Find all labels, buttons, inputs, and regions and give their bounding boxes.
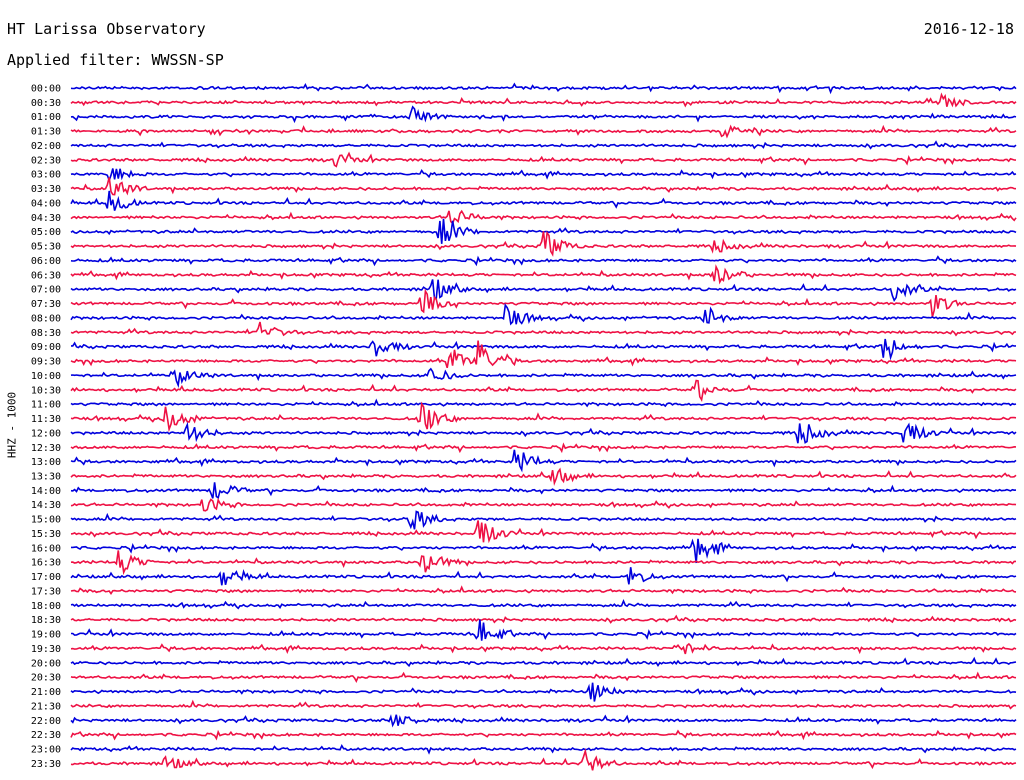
row-label: 01:30 xyxy=(31,127,61,138)
row-label: 17:00 xyxy=(31,572,61,583)
trace-2330 xyxy=(70,748,1017,771)
row-label: 14:00 xyxy=(31,486,61,497)
row-label: 13:30 xyxy=(31,471,61,482)
trace-2300 xyxy=(70,743,1017,755)
row-label: 20:00 xyxy=(31,658,61,669)
row-label: 17:30 xyxy=(31,586,61,597)
trace-0630 xyxy=(70,264,1017,285)
row-label: 15:30 xyxy=(31,529,61,540)
row-label: 09:00 xyxy=(31,342,61,353)
trace-1330 xyxy=(70,467,1017,487)
trace-1930 xyxy=(70,642,1017,655)
row-label: 05:30 xyxy=(31,242,61,253)
row-label: 10:30 xyxy=(31,385,61,396)
row-label: 19:30 xyxy=(31,644,61,655)
trace-0430 xyxy=(70,209,1017,225)
trace-0330 xyxy=(70,177,1017,196)
trace-1230 xyxy=(70,442,1017,454)
trace-1630 xyxy=(70,550,1016,576)
row-label: 19:00 xyxy=(31,630,61,641)
row-label: 12:00 xyxy=(31,428,61,439)
row-label: 09:30 xyxy=(31,357,61,368)
trace-0400 xyxy=(70,190,1017,211)
trace-2200 xyxy=(70,714,1017,728)
trace-1100 xyxy=(70,398,1017,408)
row-label: 23:00 xyxy=(31,745,61,756)
trace-2230 xyxy=(70,729,1017,741)
trace-2030 xyxy=(70,671,1017,683)
trace-1400 xyxy=(70,482,1017,499)
trace-1300 xyxy=(70,449,1017,473)
trace-1130 xyxy=(70,401,1017,433)
trace-1000 xyxy=(70,367,1017,389)
row-label: 23:30 xyxy=(31,759,61,770)
row-label: 15:00 xyxy=(31,515,61,526)
row-label: 11:00 xyxy=(31,400,61,411)
row-label: 12:30 xyxy=(31,443,61,454)
trace-0730 xyxy=(70,288,1017,318)
row-label: 02:00 xyxy=(31,141,61,152)
trace-0600 xyxy=(70,255,1017,267)
row-label: 22:30 xyxy=(31,730,61,741)
plot-date: 2016-12-18 xyxy=(923,20,1014,38)
row-label: 06:30 xyxy=(31,270,61,281)
row-label: 20:30 xyxy=(31,673,61,684)
trace-0530 xyxy=(70,230,1017,257)
row-label: 08:30 xyxy=(31,328,61,339)
trace-0700 xyxy=(70,279,1017,302)
trace-0130 xyxy=(70,124,1017,139)
row-label: 22:00 xyxy=(31,716,61,727)
trace-1600 xyxy=(71,538,1017,564)
trace-2000 xyxy=(70,656,1017,668)
row-label: 00:00 xyxy=(31,84,61,95)
trace-0200 xyxy=(70,140,1017,150)
trace-1700 xyxy=(70,567,1017,586)
observatory-title: HT Larissa Observatory xyxy=(7,20,206,38)
trace-1500 xyxy=(70,510,1017,530)
row-label: 06:00 xyxy=(31,256,61,267)
trace-0230 xyxy=(70,151,1017,168)
row-label: 03:30 xyxy=(31,184,61,195)
trace-2130 xyxy=(70,699,1017,710)
trace-0830 xyxy=(70,321,1016,337)
row-label: 13:00 xyxy=(31,457,61,468)
row-label: 16:00 xyxy=(31,543,61,554)
trace-0930 xyxy=(70,340,1017,369)
row-label: 18:00 xyxy=(31,601,61,612)
trace-1030 xyxy=(70,379,1017,403)
trace-0000 xyxy=(70,82,1017,95)
trace-0030 xyxy=(70,92,1017,108)
row-label: 01:00 xyxy=(31,112,61,123)
row-label: 02:30 xyxy=(31,155,61,166)
row-label: 05:00 xyxy=(31,227,61,238)
applied-filter-label: Applied filter: WWSSN-SP xyxy=(7,51,224,69)
trace-1900 xyxy=(71,619,1017,641)
row-label: 10:00 xyxy=(31,371,61,382)
row-label: 21:00 xyxy=(31,687,61,698)
trace-1800 xyxy=(70,599,1017,610)
trace-0300 xyxy=(70,168,1017,183)
trace-1430 xyxy=(70,497,1017,512)
trace-2100 xyxy=(70,682,1017,702)
trace-1530 xyxy=(70,520,1017,544)
row-label: 07:30 xyxy=(31,299,61,310)
row-label: 18:30 xyxy=(31,615,61,626)
row-label: 04:30 xyxy=(31,213,61,224)
row-label: 16:30 xyxy=(31,558,61,569)
row-label: 00:30 xyxy=(31,98,61,109)
trace-1200 xyxy=(70,421,1017,444)
row-label: 04:00 xyxy=(31,198,61,209)
row-label: 03:00 xyxy=(31,170,61,181)
trace-0800 xyxy=(70,303,1017,326)
row-label: 21:30 xyxy=(31,701,61,712)
row-label: 08:00 xyxy=(31,313,61,324)
row-label: 11:30 xyxy=(31,414,61,425)
trace-1830 xyxy=(70,614,1017,624)
row-label: 14:30 xyxy=(31,500,61,511)
trace-0100 xyxy=(70,105,1017,124)
trace-1730 xyxy=(70,585,1017,596)
trace-0900 xyxy=(71,338,1017,361)
row-label: 07:00 xyxy=(31,285,61,296)
